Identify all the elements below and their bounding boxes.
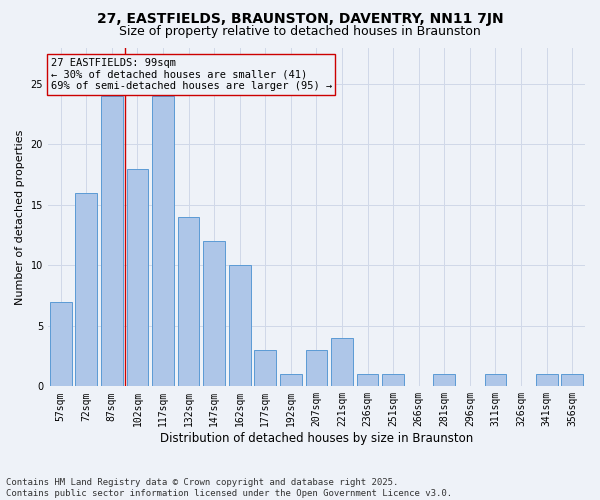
Bar <box>562 374 583 386</box>
Text: Contains HM Land Registry data © Crown copyright and database right 2025.
Contai: Contains HM Land Registry data © Crown c… <box>6 478 452 498</box>
Text: 27 EASTFIELDS: 99sqm
← 30% of detached houses are smaller (41)
69% of semi-detac: 27 EASTFIELDS: 99sqm ← 30% of detached h… <box>50 58 332 91</box>
Bar <box>331 338 353 386</box>
Bar <box>229 266 251 386</box>
Bar <box>203 241 225 386</box>
Y-axis label: Number of detached properties: Number of detached properties <box>15 129 25 304</box>
Bar <box>76 192 97 386</box>
Bar <box>357 374 379 386</box>
Bar <box>382 374 404 386</box>
Bar <box>433 374 455 386</box>
Bar <box>152 96 174 386</box>
Bar <box>178 217 199 386</box>
Bar <box>305 350 328 387</box>
X-axis label: Distribution of detached houses by size in Braunston: Distribution of detached houses by size … <box>160 432 473 445</box>
Bar <box>280 374 302 386</box>
Bar <box>127 168 148 386</box>
Text: 27, EASTFIELDS, BRAUNSTON, DAVENTRY, NN11 7JN: 27, EASTFIELDS, BRAUNSTON, DAVENTRY, NN1… <box>97 12 503 26</box>
Bar <box>50 302 71 386</box>
Bar <box>536 374 557 386</box>
Text: Size of property relative to detached houses in Braunston: Size of property relative to detached ho… <box>119 25 481 38</box>
Bar <box>254 350 276 387</box>
Bar <box>101 96 123 386</box>
Bar <box>485 374 506 386</box>
